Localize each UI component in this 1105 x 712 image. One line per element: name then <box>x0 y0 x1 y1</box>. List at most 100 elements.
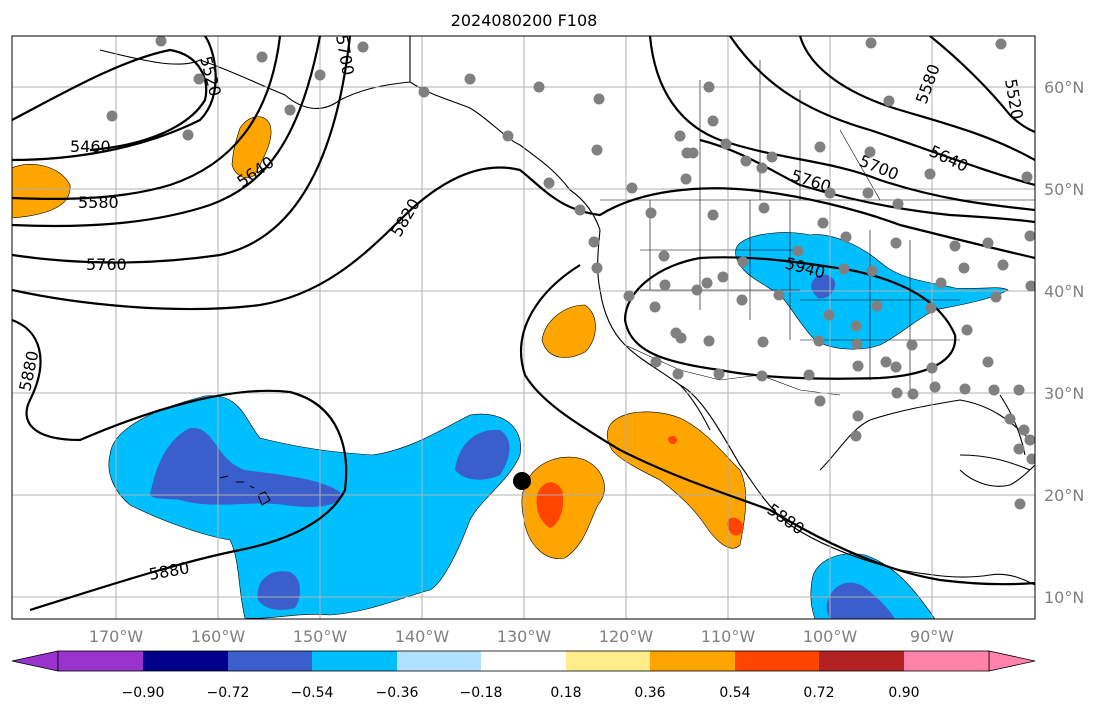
lon-label: 140°W <box>395 627 450 646</box>
contour-5940 <box>623 256 957 380</box>
station-dot <box>907 388 919 400</box>
station-dot <box>814 141 826 153</box>
contour-5640-west <box>12 36 322 228</box>
station-dot <box>866 265 878 277</box>
figure-title: 2024080200 F108 <box>451 11 598 30</box>
station-dot <box>925 302 937 314</box>
station-dot <box>924 168 936 180</box>
observation-stations <box>106 36 1035 510</box>
station-dot <box>707 115 719 127</box>
station-dot <box>995 38 1007 50</box>
station-dot <box>649 301 661 313</box>
station-dot <box>1013 384 1025 396</box>
station-dot <box>650 356 662 368</box>
station-dot <box>717 271 729 283</box>
station-dot <box>533 81 545 93</box>
lat-label: 10°N <box>1044 588 1084 607</box>
colorbar-swatch <box>228 651 312 671</box>
colorbar-swatch <box>904 651 989 671</box>
contour-5580-east <box>798 36 1035 161</box>
contour-5880-west <box>12 318 348 612</box>
lon-label: 170°W <box>89 627 144 646</box>
station-dot <box>766 151 778 163</box>
station-dot <box>824 187 836 199</box>
contour-5880-east <box>520 264 1035 586</box>
station-dot <box>672 368 684 380</box>
coastline-alaska-panhandle <box>409 81 601 231</box>
lon-label: 120°W <box>599 627 654 646</box>
station-dot <box>707 209 719 221</box>
positive-anomaly-core-baja <box>536 482 564 528</box>
contour-5520-west <box>12 36 217 162</box>
station-dot <box>862 187 874 199</box>
station-dot <box>840 231 852 243</box>
station-dot <box>314 69 326 81</box>
lat-label: 50°N <box>1044 180 1084 199</box>
lon-label: 150°W <box>293 627 348 646</box>
station-dot <box>106 110 118 122</box>
station-dot <box>593 93 605 105</box>
positive-anomaly-region-california <box>541 304 596 358</box>
station-dot <box>687 147 699 159</box>
negative-anomaly-core-east <box>455 429 510 480</box>
station-dot <box>703 335 715 347</box>
contour-label-5460: 5460 <box>70 137 111 156</box>
station-dot <box>720 138 732 150</box>
map-frame <box>11 35 1036 620</box>
analysis-point-marker <box>513 472 531 490</box>
station-dot <box>852 360 864 372</box>
station-dot <box>988 384 1000 396</box>
station-dot <box>591 262 603 274</box>
positive-anomaly-region-mexico <box>606 411 747 549</box>
station-dot <box>892 198 904 210</box>
station-dot <box>871 300 883 312</box>
station-dot <box>880 356 892 368</box>
station-dot <box>658 250 670 262</box>
station-dot <box>1021 171 1033 183</box>
colorbar-swatch <box>312 651 397 671</box>
station-dot <box>891 387 903 399</box>
positive-anomaly-core-mexico <box>726 517 744 536</box>
station-dot <box>990 291 1002 303</box>
station-dot <box>588 236 600 248</box>
station-dot <box>852 410 864 422</box>
contour-5580-west <box>12 36 282 201</box>
station-dot <box>850 430 862 442</box>
station-dot <box>982 356 994 368</box>
station-dot <box>926 362 938 374</box>
station-dot <box>851 338 863 350</box>
station-dot <box>591 144 603 156</box>
station-dot <box>502 130 514 142</box>
colorbar-tick-label: −0.72 <box>207 685 250 701</box>
station-dot <box>906 339 918 351</box>
contour-5760-west <box>12 36 352 264</box>
station-dot <box>823 309 835 321</box>
latitude-labels: 60°N 50°N 40°N 30°N 20°N 10°N <box>1044 78 1084 607</box>
station-dot <box>713 368 725 380</box>
lat-label: 40°N <box>1044 282 1084 301</box>
station-dot <box>1026 453 1035 465</box>
colorbar-tick-labels: −0.90 −0.72 −0.54 −0.36 −0.18 0.18 0.36 … <box>122 685 920 701</box>
lat-label: 20°N <box>1044 486 1084 505</box>
station-dot <box>626 182 638 194</box>
station-dot <box>1025 280 1035 292</box>
coastline-cuba <box>959 454 1031 471</box>
colorbar-swatch <box>58 651 143 671</box>
station-dot <box>675 332 687 344</box>
colorbar-tick-label: 0.72 <box>803 685 834 701</box>
colorbar-tick-label: −0.36 <box>376 685 419 701</box>
colorbar-tick-label: −0.90 <box>122 685 165 701</box>
colorbar-frame <box>57 650 990 672</box>
station-dot <box>756 370 768 382</box>
colorbar-swatch <box>566 651 650 671</box>
station-dot <box>1004 413 1016 425</box>
colorbar-tick-label: 0.18 <box>550 685 581 701</box>
lat-label: 30°N <box>1044 384 1084 403</box>
station-dot <box>357 41 369 53</box>
station-dot <box>1024 230 1035 242</box>
station-dot <box>814 395 826 407</box>
station-dot <box>645 207 657 219</box>
station-dot <box>740 155 752 167</box>
station-dot <box>574 204 586 216</box>
